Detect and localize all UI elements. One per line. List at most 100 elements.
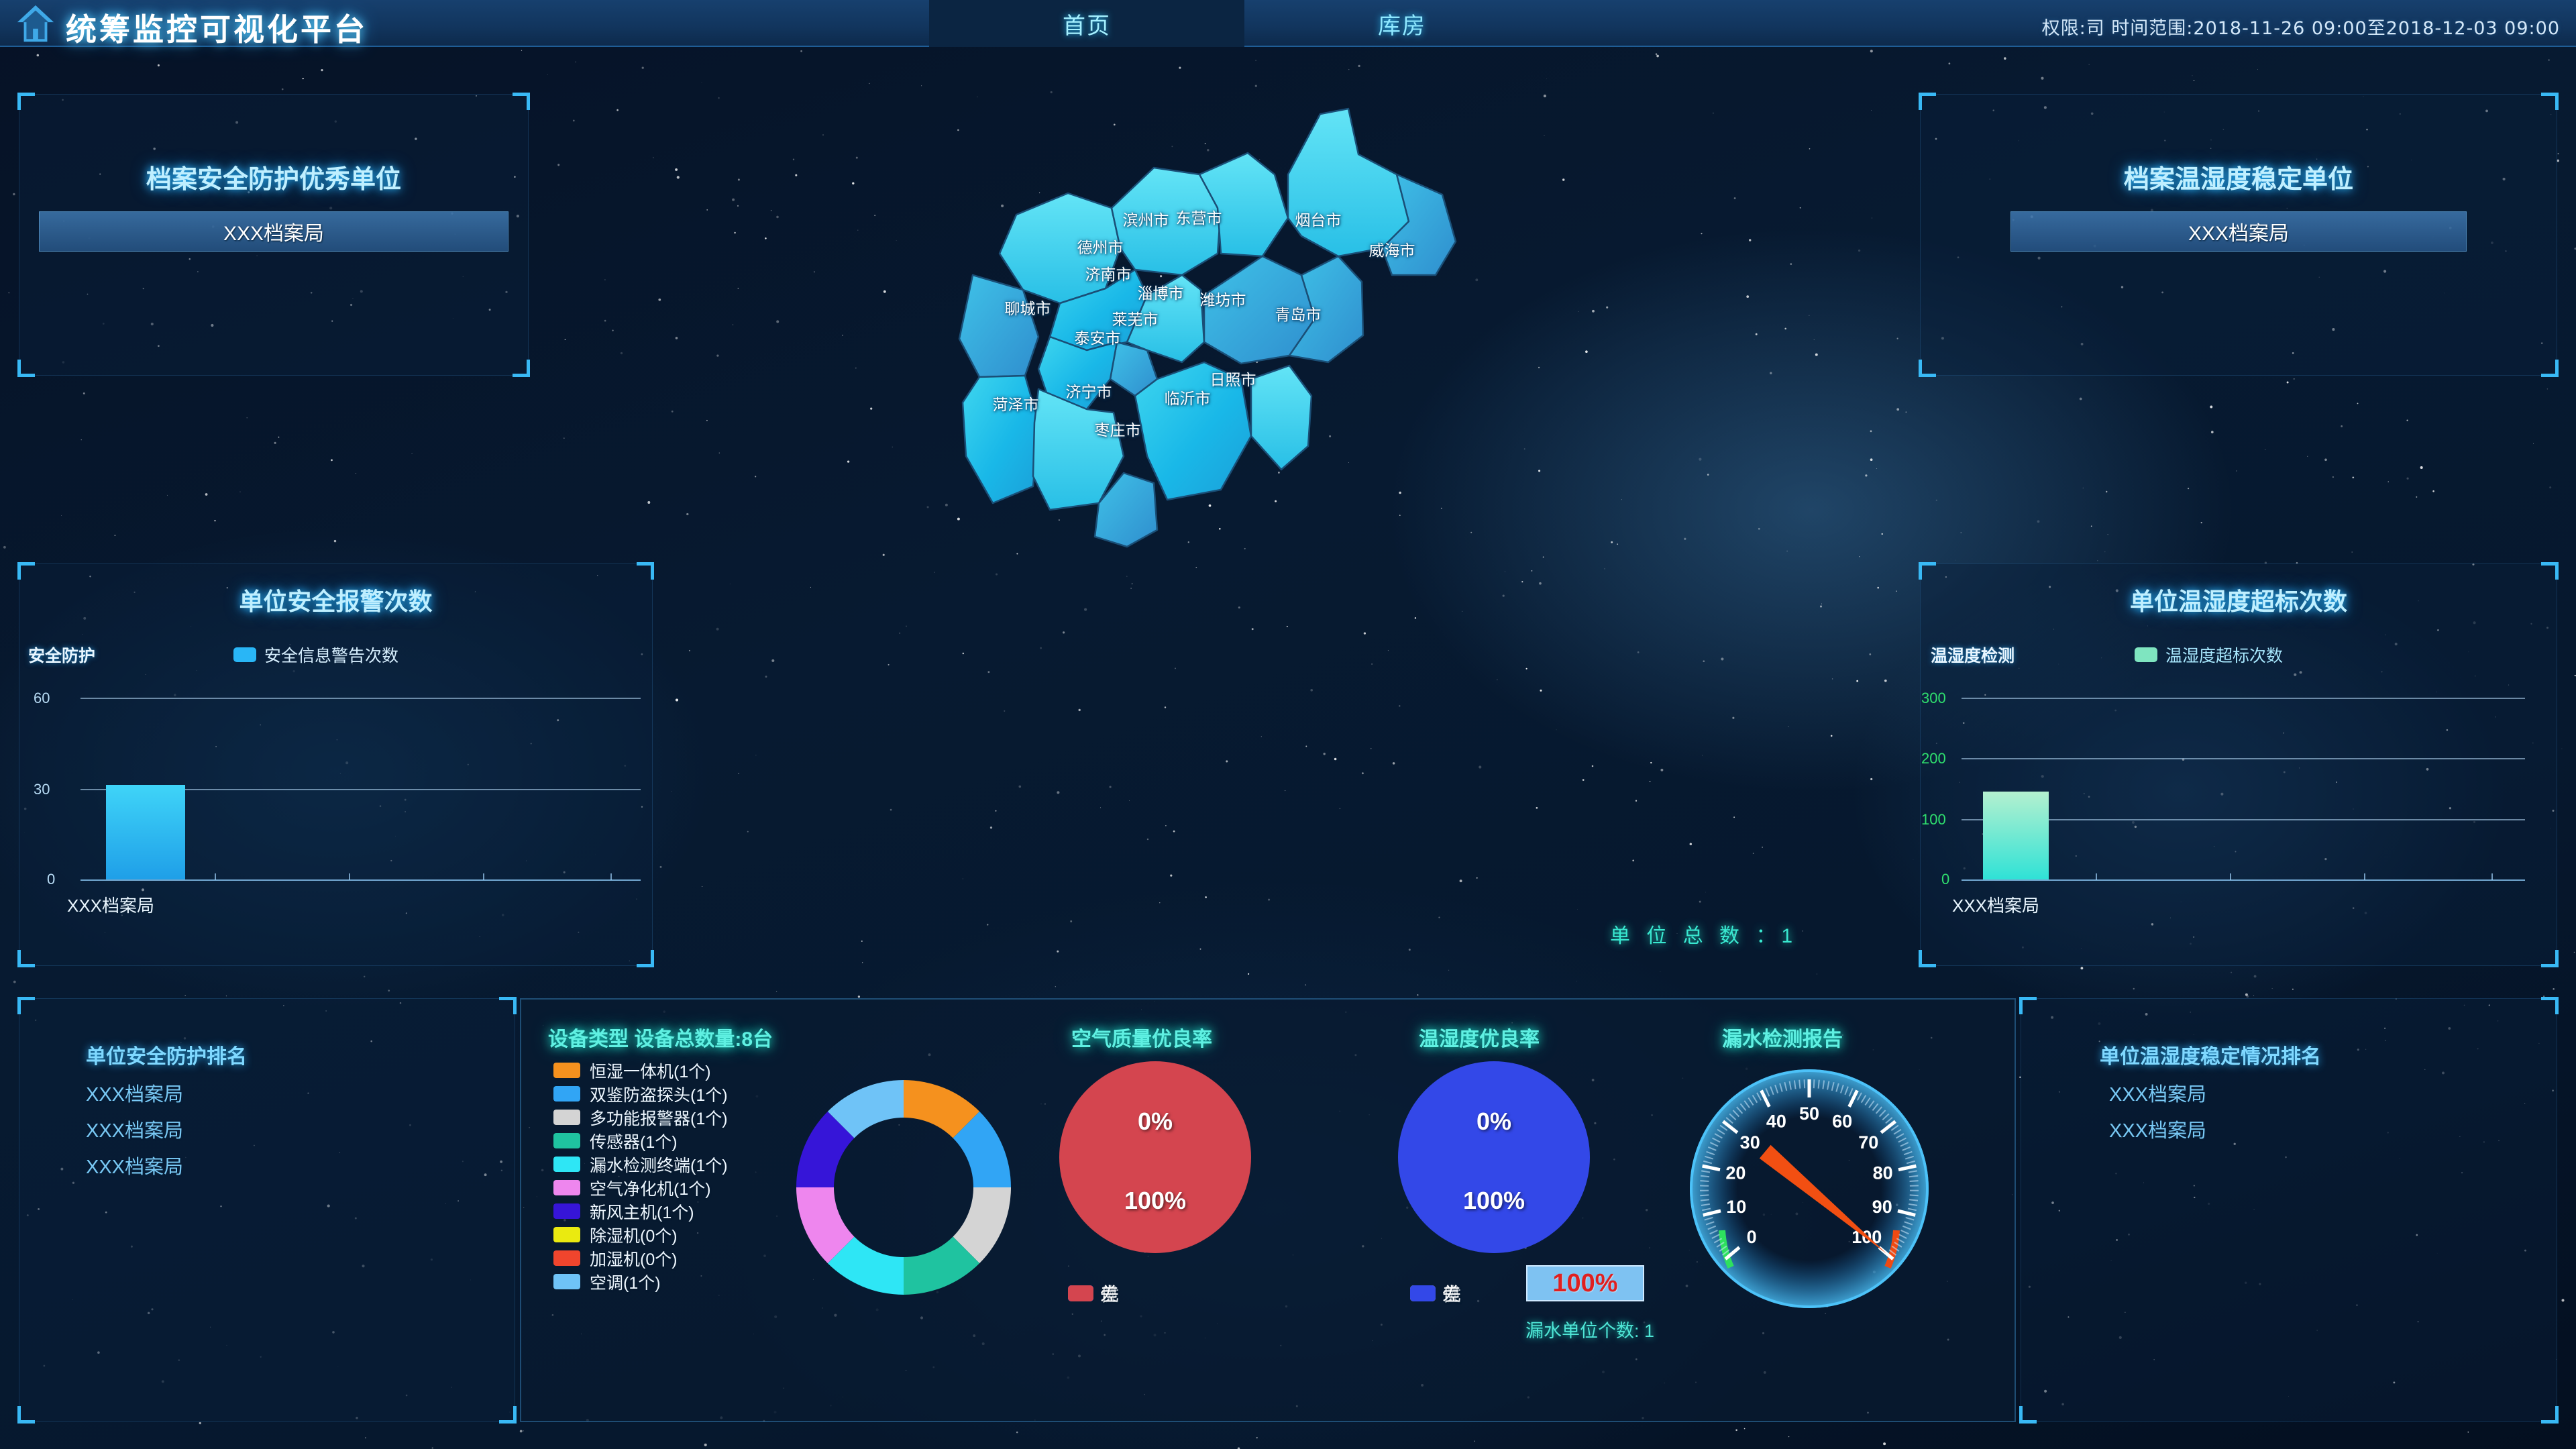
- donut-slice[interactable]: [827, 1080, 904, 1138]
- air-quality-pie-chart[interactable]: [1058, 1060, 1252, 1254]
- legend-label: 空气净化机(1个): [590, 1179, 711, 1199]
- donut-slice[interactable]: [796, 1111, 855, 1187]
- list-item[interactable]: XXX档案局: [2109, 1120, 2207, 1142]
- shandong-map[interactable]: 德州市 聊城市 滨州市 东营市 烟台市 威海市 济南市 淄博市 潍坊市 青岛市 莱芜市 泰安市 菏泽市济…: [684, 74, 1892, 973]
- gauge-tick: [1894, 1242, 1902, 1248]
- legend-swatch: [553, 1086, 580, 1102]
- list-item[interactable]: XXX档案局: [2109, 1084, 2207, 1106]
- gauge-tick: [1739, 1103, 1747, 1112]
- corner-decoration-bl: [17, 1406, 35, 1424]
- gauge-tick: [1864, 1097, 1871, 1106]
- donut-slice[interactable]: [827, 1236, 904, 1295]
- donut-slice[interactable]: [796, 1187, 855, 1264]
- gauge-tick: [1756, 1092, 1762, 1101]
- legend-swatch: [553, 1157, 580, 1172]
- gauge-tick: [1905, 1216, 1915, 1221]
- gauge-tick-label: 80: [1873, 1163, 1893, 1183]
- map-svg: [958, 107, 1457, 548]
- gauge-tick: [1707, 1146, 1717, 1151]
- list-item[interactable]: 双鉴防盗探头(1个): [553, 1082, 795, 1106]
- list-item[interactable]: 除湿机(0个): [553, 1223, 795, 1246]
- air-quality-pct-bottom: 100%: [1124, 1187, 1187, 1214]
- corner-decoration-br: [499, 1406, 517, 1424]
- gauge-tick: [1839, 1084, 1844, 1093]
- gauge-tick-label: 50: [1799, 1104, 1819, 1124]
- list-item[interactable]: 空气净化机(1个): [553, 1176, 795, 1199]
- leak-gauge-value: 100%: [1526, 1265, 1644, 1301]
- legend-label: 温湿度超标次数: [2165, 647, 2284, 665]
- gridline-30: [80, 789, 641, 790]
- gauge-tick: [1909, 1175, 1919, 1178]
- gauge-tick: [1707, 1225, 1717, 1230]
- axis-x: [80, 879, 641, 881]
- ranking-list: XXX档案局 XXX档案局 XXX档案局: [86, 1079, 515, 1179]
- gauge-tick: [1704, 1216, 1713, 1221]
- tab-storehouse[interactable]: 库房: [1378, 13, 1426, 39]
- gauge-tick: [1896, 1238, 1905, 1244]
- corner-decoration-bl: [17, 950, 35, 967]
- ranking-list: XXX档案局 XXX档案局: [2109, 1079, 2557, 1143]
- device-type-donut-chart[interactable]: [790, 1073, 1018, 1301]
- corner-decoration-br: [2541, 950, 2559, 967]
- bar-humidity-exceed[interactable]: [1983, 792, 2049, 879]
- bar-security-alarm[interactable]: [106, 785, 185, 879]
- gauge-tick: [1793, 1080, 1796, 1089]
- list-item[interactable]: 漏水检测终端(1个): [553, 1152, 795, 1176]
- list-item[interactable]: XXX档案局: [86, 1120, 184, 1142]
- app-header: 统筹监控可视化平台 首页 库房 权限:司 时间范围:2018-11-26 09:…: [0, 0, 2576, 48]
- leak-gauge-title: 漏水检测报告: [1722, 1028, 1843, 1051]
- list-item[interactable]: XXX档案局: [86, 1084, 184, 1106]
- tick-mark: [2491, 873, 2493, 880]
- gauge-tick: [1702, 1208, 1711, 1212]
- unit-pill[interactable]: XXX档案局: [2010, 211, 2467, 252]
- corner-decoration-bl: [1919, 360, 1936, 377]
- gauge-tick: [1831, 1081, 1835, 1091]
- home-icon: [17, 5, 54, 42]
- list-item[interactable]: 新风主机(1个): [553, 1199, 795, 1223]
- humidity-quality-pie-chart[interactable]: [1397, 1060, 1591, 1254]
- humidity-quality-pct-bottom: 100%: [1462, 1187, 1525, 1214]
- donut-slice[interactable]: [953, 1111, 1011, 1187]
- panel-background: [19, 998, 515, 1422]
- tab-home[interactable]: 首页: [929, 0, 1244, 47]
- list-item[interactable]: 加湿机(0个): [553, 1246, 795, 1270]
- donut-slice[interactable]: [953, 1187, 1011, 1264]
- list-item[interactable]: 恒湿一体机(1个): [553, 1059, 795, 1082]
- unit-pill[interactable]: XXX档案局: [39, 211, 508, 252]
- gauge-tick: [1721, 1249, 1730, 1256]
- ytick-0: 0: [47, 871, 56, 888]
- device-type-legend[interactable]: 恒湿一体机(1个) 双鉴防盗探头(1个) 多功能报警器(1个) 传感器(1个) 漏水检测…: [553, 1059, 795, 1293]
- list-item[interactable]: XXX档案局: [86, 1157, 184, 1178]
- xtick-label: XXX档案局: [1952, 896, 2040, 916]
- gauge-tick: [1813, 1079, 1815, 1089]
- list-item[interactable]: 多功能报警器(1个): [553, 1106, 795, 1129]
- panel-stable-humidity-units: 档案温湿度稳定单位 XXX档案局: [1919, 93, 2559, 377]
- corner-decoration-tl: [1919, 562, 1936, 580]
- legend-label: 双鉴防盗探头(1个): [590, 1085, 728, 1105]
- legend-item[interactable]: 差: [1410, 1280, 1461, 1307]
- gauge-tick: [1713, 1238, 1723, 1244]
- gauge-needle: [1759, 1144, 1886, 1254]
- gauge-tick: [1880, 1120, 1896, 1134]
- legend-label: 加湿机(0个): [590, 1250, 678, 1269]
- gauge-tick: [1709, 1230, 1718, 1235]
- chart-legend[interactable]: 温湿度超标次数: [2135, 643, 2283, 667]
- gauge-tick: [1719, 1124, 1728, 1131]
- tick-mark: [215, 873, 216, 880]
- gauge-tick: [1717, 1128, 1725, 1135]
- corner-decoration-tr: [499, 997, 517, 1014]
- ytick-60: 60: [34, 690, 50, 706]
- gauge-tick: [1835, 1083, 1839, 1092]
- donut-slice[interactable]: [904, 1080, 980, 1138]
- chart-legend[interactable]: 安全信息警告次数: [233, 643, 398, 667]
- chart-title: 单位安全报警次数: [239, 588, 433, 615]
- corner-decoration-bl: [17, 360, 35, 377]
- list-item[interactable]: 传感器(1个): [553, 1129, 795, 1152]
- list-item[interactable]: 空调(1个): [553, 1270, 795, 1293]
- legend-label: 差: [1442, 1284, 1462, 1305]
- legend-item[interactable]: 差: [1068, 1280, 1119, 1307]
- legend-swatch: [2135, 647, 2157, 662]
- donut-slice[interactable]: [904, 1236, 980, 1295]
- gauge-tick: [1702, 1164, 1721, 1172]
